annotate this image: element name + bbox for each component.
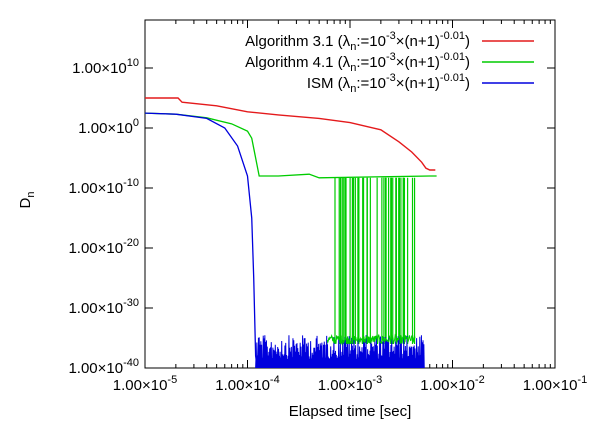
y-axis-title: Dn bbox=[17, 192, 37, 209]
x-tick-label: 1.00×10-4 bbox=[215, 374, 279, 394]
svg-text:Dn: Dn bbox=[17, 192, 37, 209]
y-tick-label: 1.00×10-10 bbox=[68, 177, 139, 197]
legend: Algorithm 3.1 (λn:=10-3×(n+1)-0.01)Algor… bbox=[245, 30, 534, 95]
y-tick-label: 1.00×1010 bbox=[72, 57, 139, 77]
y-tick-label: 1.00×10-30 bbox=[68, 297, 139, 317]
legend-label: Algorithm 3.1 (λn:=10-3×(n+1)-0.01) bbox=[245, 30, 470, 53]
y-tick-label: 1.00×10-40 bbox=[68, 357, 139, 377]
y-axis-subscript: n bbox=[25, 192, 37, 198]
series-algorithm-4-1-floor bbox=[326, 333, 416, 346]
x-tick-label: 1.00×10-2 bbox=[420, 374, 484, 394]
x-tick-label: 1.00×10-3 bbox=[318, 374, 382, 394]
y-tick-label: 1.00×100 bbox=[78, 117, 139, 137]
series-algorithm-3-1-line bbox=[145, 97, 436, 171]
x-axis-title: Elapsed time [sec] bbox=[289, 403, 412, 420]
series-algorithm-4-1-spikes bbox=[334, 177, 416, 344]
series-ism-line bbox=[145, 112, 259, 368]
series-algorithm-4-1-line bbox=[145, 112, 437, 179]
x-tick-label: 1.00×10-5 bbox=[113, 374, 177, 394]
y-tick-label: 1.00×10-20 bbox=[68, 237, 139, 257]
x-tick-label: 1.00×10-1 bbox=[523, 374, 587, 394]
legend-label: ISM (λn:=10-3×(n+1)-0.01) bbox=[307, 72, 470, 95]
legend-label: Algorithm 4.1 (λn:=10-3×(n+1)-0.01) bbox=[245, 51, 470, 74]
